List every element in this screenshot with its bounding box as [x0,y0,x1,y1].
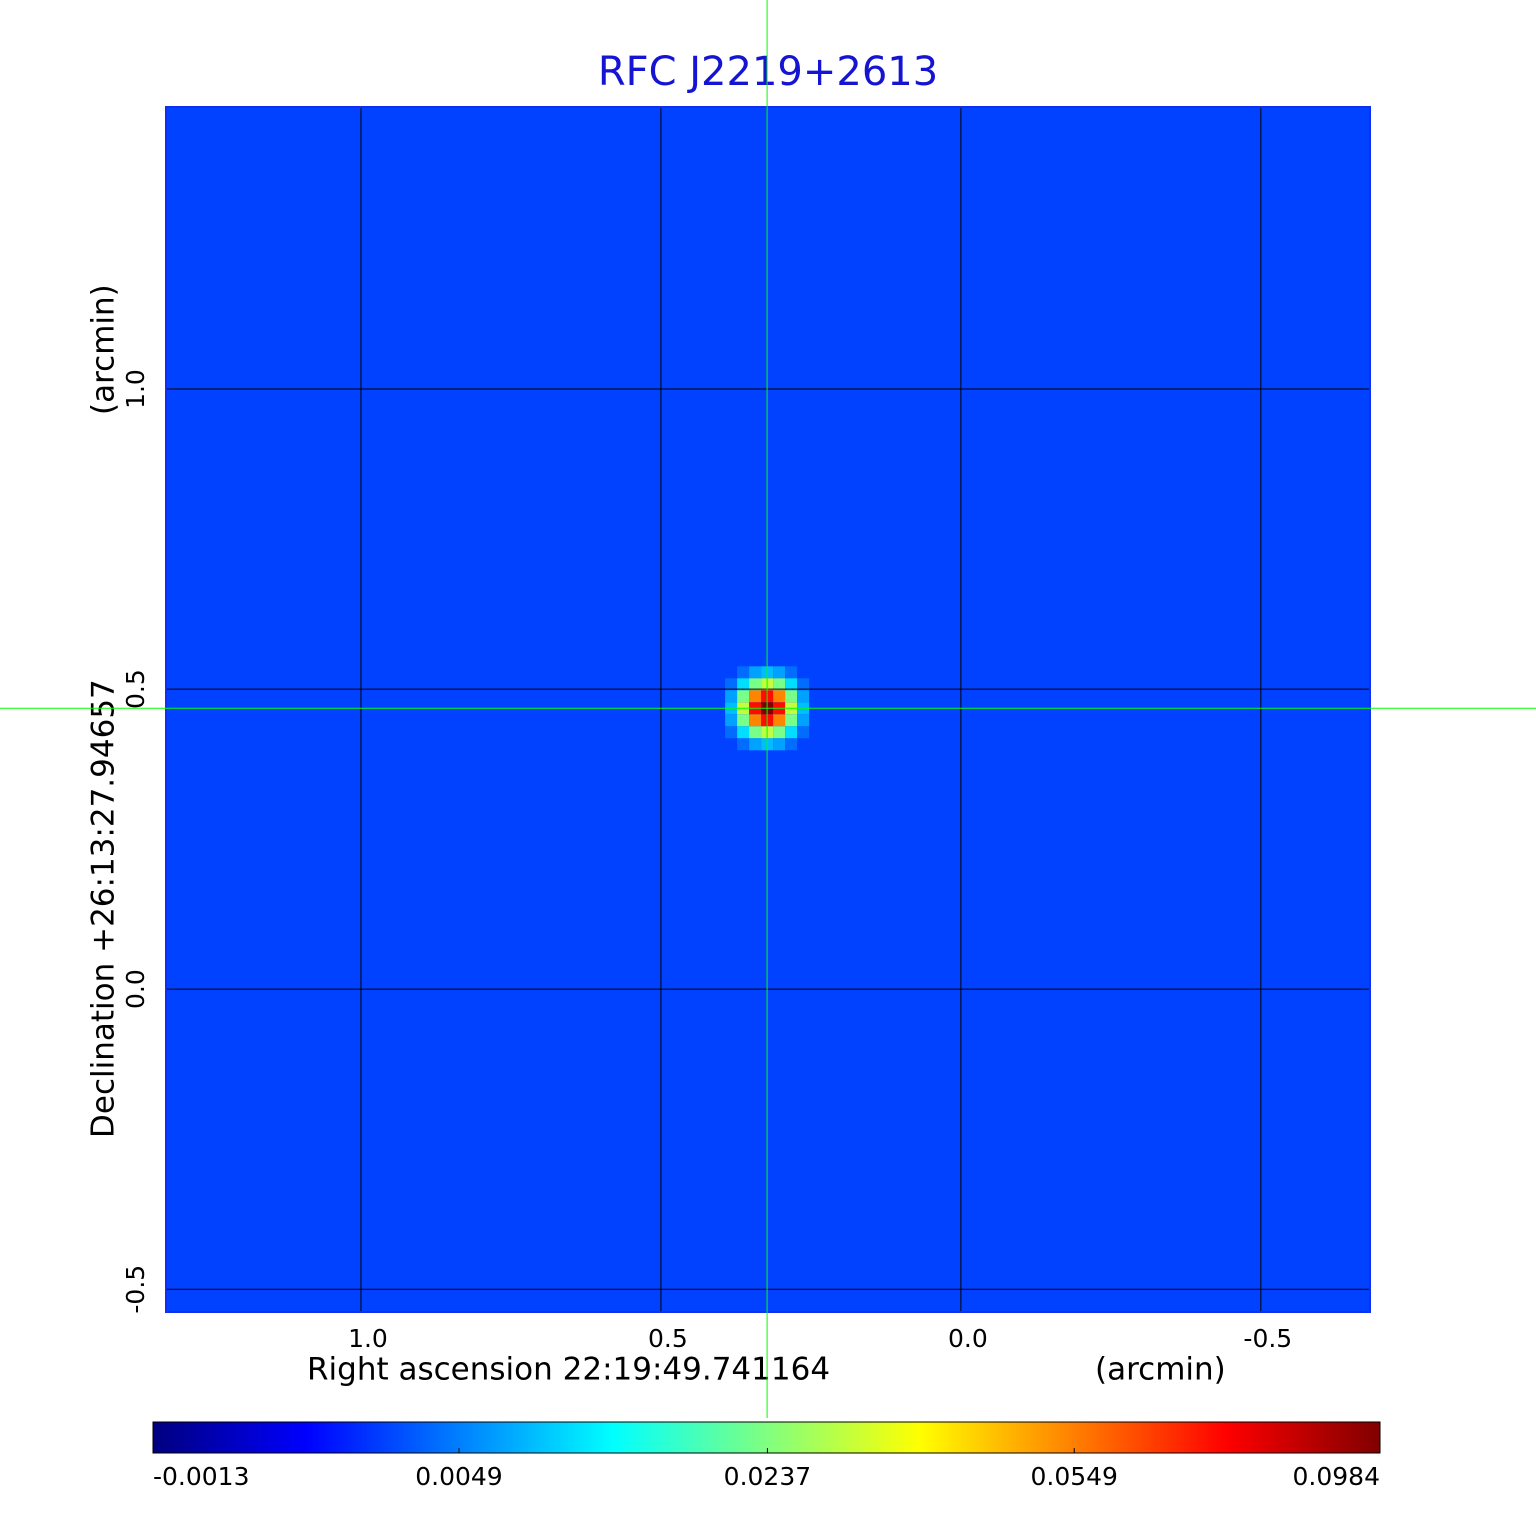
source-pixel [773,714,786,727]
source-pixel [785,738,798,751]
source-pixel [797,714,810,727]
chart-title: RFC J2219+2613 [598,49,938,95]
y-tick-label: 1.0 [121,369,150,409]
source-pixel [797,726,810,739]
source-pixel [737,678,750,691]
source-pixel [749,690,762,703]
source-pixel [785,726,798,739]
source-pixel [785,666,798,679]
colorbar-tick-label: 0.0237 [724,1462,811,1491]
source-pixel [725,690,738,703]
x-axis-unit: (arcmin) [1095,1352,1226,1388]
source-pixel [737,714,750,727]
image [166,107,1370,1312]
x-axis-label: Right ascension 22:19:49.741164 [307,1352,830,1388]
colorbar-tick-label: 0.0049 [415,1462,502,1491]
source-pixel [749,666,762,679]
source-pixel [773,690,786,703]
x-tick-label: -0.5 [1243,1324,1292,1353]
y-axis-unit: (arcmin) [86,284,122,415]
x-tick-label: 1.0 [348,1324,388,1353]
source-pixel [797,678,810,691]
colorbar-tick-label: 0.0549 [1030,1462,1117,1491]
source-pixel [773,726,786,739]
source-pixel [737,666,750,679]
source-pixel [749,738,762,751]
source-pixel [737,690,750,703]
source-pixel [773,738,786,751]
image-frame [165,106,1371,1313]
x-tick-label: 0.0 [948,1324,988,1353]
colorbar [152,1421,1381,1454]
source-pixel [749,678,762,691]
source-pixel [749,726,762,739]
y-tick-label: 0.5 [121,669,150,709]
source-pixel [725,678,738,691]
y-axis-label: Declination +26:13:27.94657 [86,679,122,1138]
source-pixel [785,690,798,703]
source-pixel [737,738,750,751]
source-pixel [725,726,738,739]
colorbar-tick-label: -0.0013 [153,1462,250,1491]
source-pixel [749,714,762,727]
y-tick-label: 0.0 [121,969,150,1009]
source-pixel [797,690,810,703]
source-pixel [785,714,798,727]
source-pixel [725,714,738,727]
x-tick-label: 0.5 [648,1324,688,1353]
source-pixel [737,726,750,739]
source-pixel [773,678,786,691]
colorbar-tick-label: 0.0984 [1293,1462,1380,1491]
source-pixel [773,666,786,679]
source-pixel [785,678,798,691]
y-tick-label: -0.5 [121,1265,150,1314]
